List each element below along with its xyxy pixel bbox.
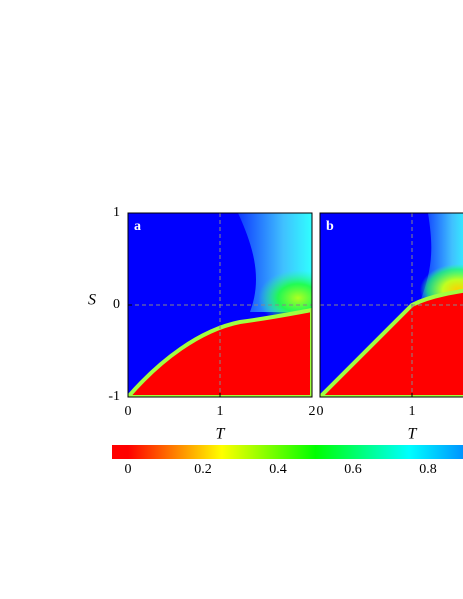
x-tick-label: 1	[409, 404, 416, 419]
y-tick-label: 1	[113, 205, 120, 220]
x-tick-label: 0	[125, 404, 132, 419]
x-tick-label: 0	[317, 404, 324, 419]
x-tick-label: 1	[217, 404, 224, 419]
x-axis-label: T	[408, 426, 418, 443]
y-axis-label: S	[88, 292, 96, 309]
panel-label: a	[134, 219, 141, 234]
x-tick-label: 2	[309, 404, 316, 419]
x-axis-label: T	[216, 426, 226, 443]
panel-label: b	[326, 219, 334, 234]
colorbar-tick-label: 0.6	[344, 462, 362, 477]
colorbar-tick-label: 0.2	[194, 462, 212, 477]
y-tick-label: -1	[108, 389, 120, 404]
colorbar-tick-label: 0	[125, 462, 132, 477]
colorbar-tick-label: 0.4	[269, 462, 287, 477]
colorbar-tick-label: 0.8	[419, 462, 437, 477]
colorbar	[112, 445, 463, 459]
y-tick-label: 0	[113, 297, 120, 312]
